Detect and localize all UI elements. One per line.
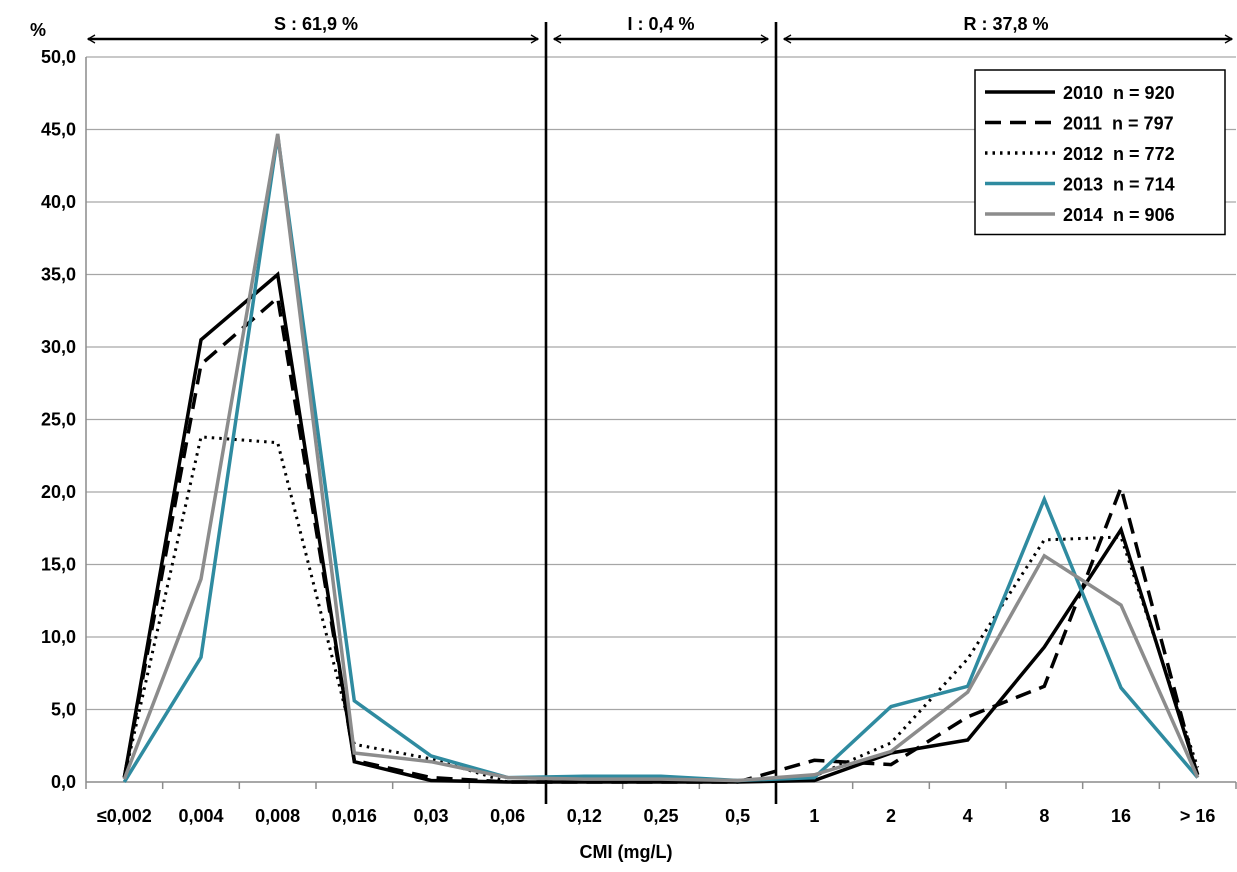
legend-entry: 2012 n = 772	[1063, 144, 1175, 164]
interpretation-bands: S : 61,9 % I : 0,4 % R : 37,8 %	[88, 14, 1232, 804]
legend-entry: 2010 n = 920	[1063, 83, 1175, 103]
x-tick-label: 2	[886, 806, 896, 826]
tick-labels: 0,0 5,0 10,0 15,0 20,0 25,0 30,0 35,0 40,0 45,0 50…	[41, 47, 1215, 826]
x-tick-label: > 16	[1180, 806, 1216, 826]
legend-entry: 2014 n = 906	[1063, 205, 1175, 225]
y-tick-label: 35,0	[41, 265, 76, 285]
y-tick-label: 5,0	[51, 700, 76, 720]
x-tick-label: ≤0,002	[97, 806, 152, 826]
y-tick-label: 0,0	[51, 772, 76, 792]
x-tick-label: 16	[1111, 806, 1131, 826]
band-label: R : 37,8 %	[963, 14, 1048, 34]
series-line	[122, 294, 1200, 784]
series-line	[122, 135, 1200, 783]
band-label: I : 0,4 %	[627, 14, 694, 34]
x-tick-label: 8	[1039, 806, 1049, 826]
x-tick-label: 4	[963, 806, 973, 826]
legend-entry: 2013 n = 714	[1063, 175, 1175, 195]
y-tick-label: 40,0	[41, 192, 76, 212]
y-axis-label: %	[30, 20, 46, 40]
series-line	[122, 435, 1200, 784]
x-tick-label: 0,004	[178, 806, 223, 826]
y-tick-label: 10,0	[41, 627, 76, 647]
x-tick-label: 1	[809, 806, 819, 826]
x-tick-label: 0,5	[725, 806, 750, 826]
x-tick-label: 0,25	[643, 806, 678, 826]
series-lines	[122, 133, 1200, 784]
x-tick-label: 0,016	[332, 806, 377, 826]
x-axis-label: CMI (mg/L)	[580, 842, 673, 862]
x-tick-label: 0,008	[255, 806, 300, 826]
legend-entry: 2011 n = 797	[1063, 114, 1174, 134]
legend: 2010 n = 920 2011 n = 797 2012 n = 772 2013…	[974, 69, 1226, 236]
y-tick-label: 30,0	[41, 337, 76, 357]
x-tick-label: 0,06	[490, 806, 525, 826]
y-tick-label: 15,0	[41, 555, 76, 575]
band-label: S : 61,9 %	[274, 14, 358, 34]
series-line	[122, 133, 1200, 783]
x-tick-label: 0,03	[413, 806, 448, 826]
series-line	[122, 271, 1200, 784]
x-tick-label: 0,12	[567, 806, 602, 826]
y-tick-label: 20,0	[41, 482, 76, 502]
y-tick-label: 50,0	[41, 47, 76, 67]
y-tick-label: 25,0	[41, 410, 76, 430]
y-tick-label: 45,0	[41, 120, 76, 140]
